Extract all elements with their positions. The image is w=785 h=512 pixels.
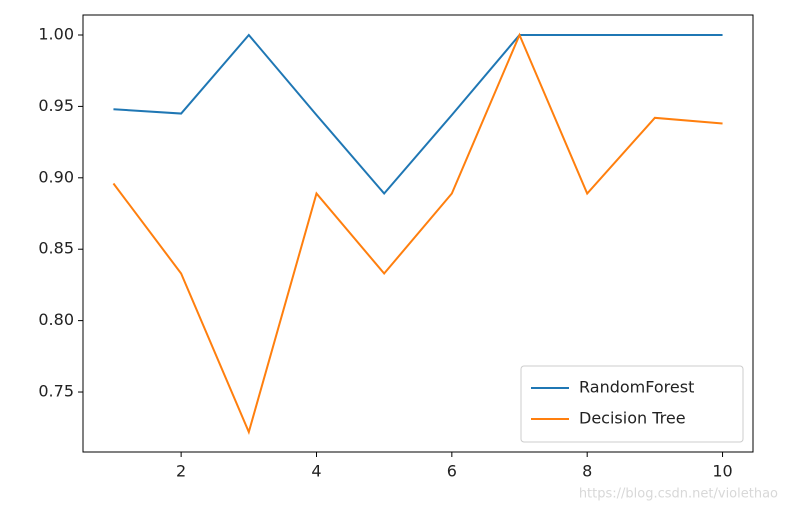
x-tick-label: 4 — [311, 462, 321, 481]
plot-frame — [82, 14, 754, 453]
data-line — [113, 33, 723, 196]
y-tick-label: 0.95 — [38, 96, 74, 115]
legend-box — [520, 365, 744, 443]
legend: RandomForest Decision Tree — [520, 365, 744, 443]
x-tick-label: 8 — [582, 462, 592, 481]
x-tick-label: 10 — [712, 462, 732, 481]
data-line — [112, 32, 723, 435]
legend-label: Decision Tree — [579, 409, 686, 428]
x-tick-label: 6 — [447, 462, 457, 481]
y-tick-label: 0.80 — [38, 310, 74, 329]
y-tick-label: 0.90 — [38, 167, 74, 186]
y-tick-label: 0.85 — [38, 239, 74, 258]
watermark: https://blog.csdn.net/violethao — [579, 487, 778, 502]
y-tick-label: 1.00 — [38, 24, 74, 43]
x-tick-label: 2 — [176, 462, 186, 481]
legend-label: RandomForest — [579, 378, 694, 397]
y-tick-label: 0.75 — [38, 382, 74, 401]
